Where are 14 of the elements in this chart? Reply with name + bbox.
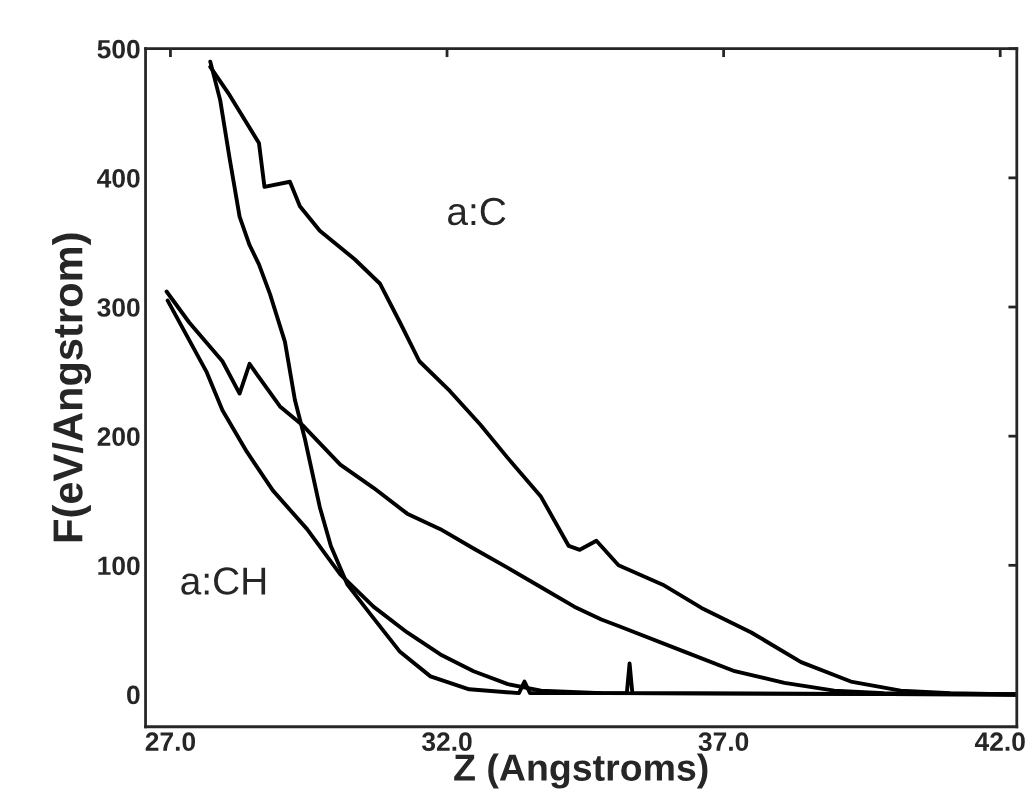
y-tick-label: 100 (98, 556, 140, 576)
annotation: a:CH (181, 567, 266, 595)
annotation: a:C (448, 197, 506, 226)
x-tick-label: 27.0 (145, 732, 196, 751)
y-tick-label: 400 (97, 169, 140, 188)
x-tick-label: 42.0 (974, 732, 1025, 751)
y-tick-label: 500 (97, 39, 140, 59)
y-tick-label: 0 (127, 685, 140, 705)
x-tick-label: 32.0 (421, 732, 472, 752)
x-axis-title: Z (Angstroms) (454, 753, 708, 789)
y-tick-label: 200 (97, 427, 140, 446)
y-axis-title: F(eV/Angstrom) (52, 233, 92, 542)
x-tick-label: 37.0 (698, 732, 749, 752)
y-tick-label: 300 (97, 298, 140, 317)
